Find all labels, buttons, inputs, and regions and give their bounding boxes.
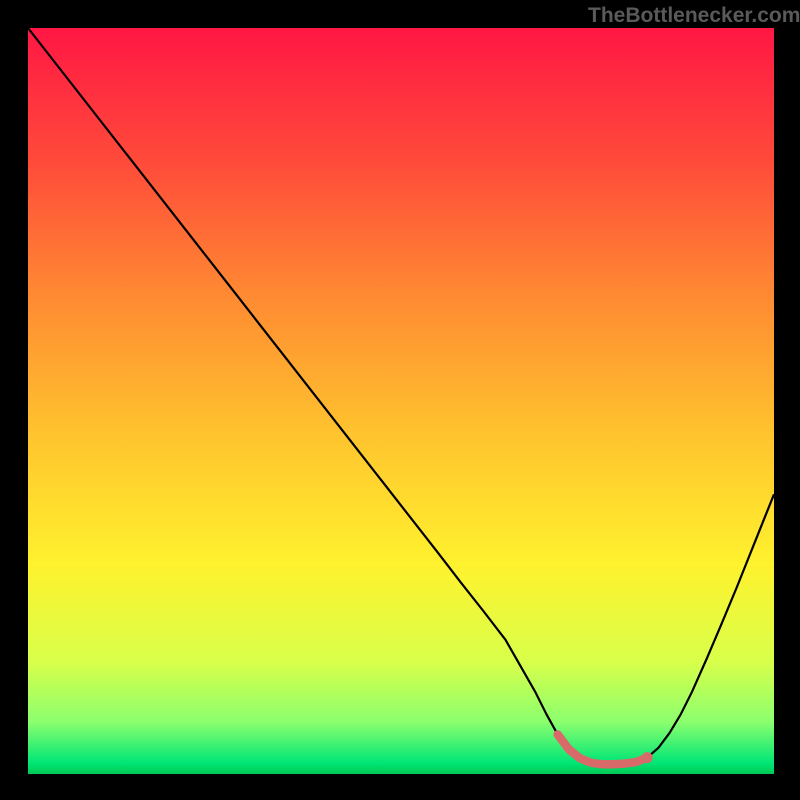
watermark-text: TheBottlenecker.com: [588, 4, 800, 28]
plot-area: [28, 28, 774, 774]
gradient-background: [28, 28, 774, 774]
